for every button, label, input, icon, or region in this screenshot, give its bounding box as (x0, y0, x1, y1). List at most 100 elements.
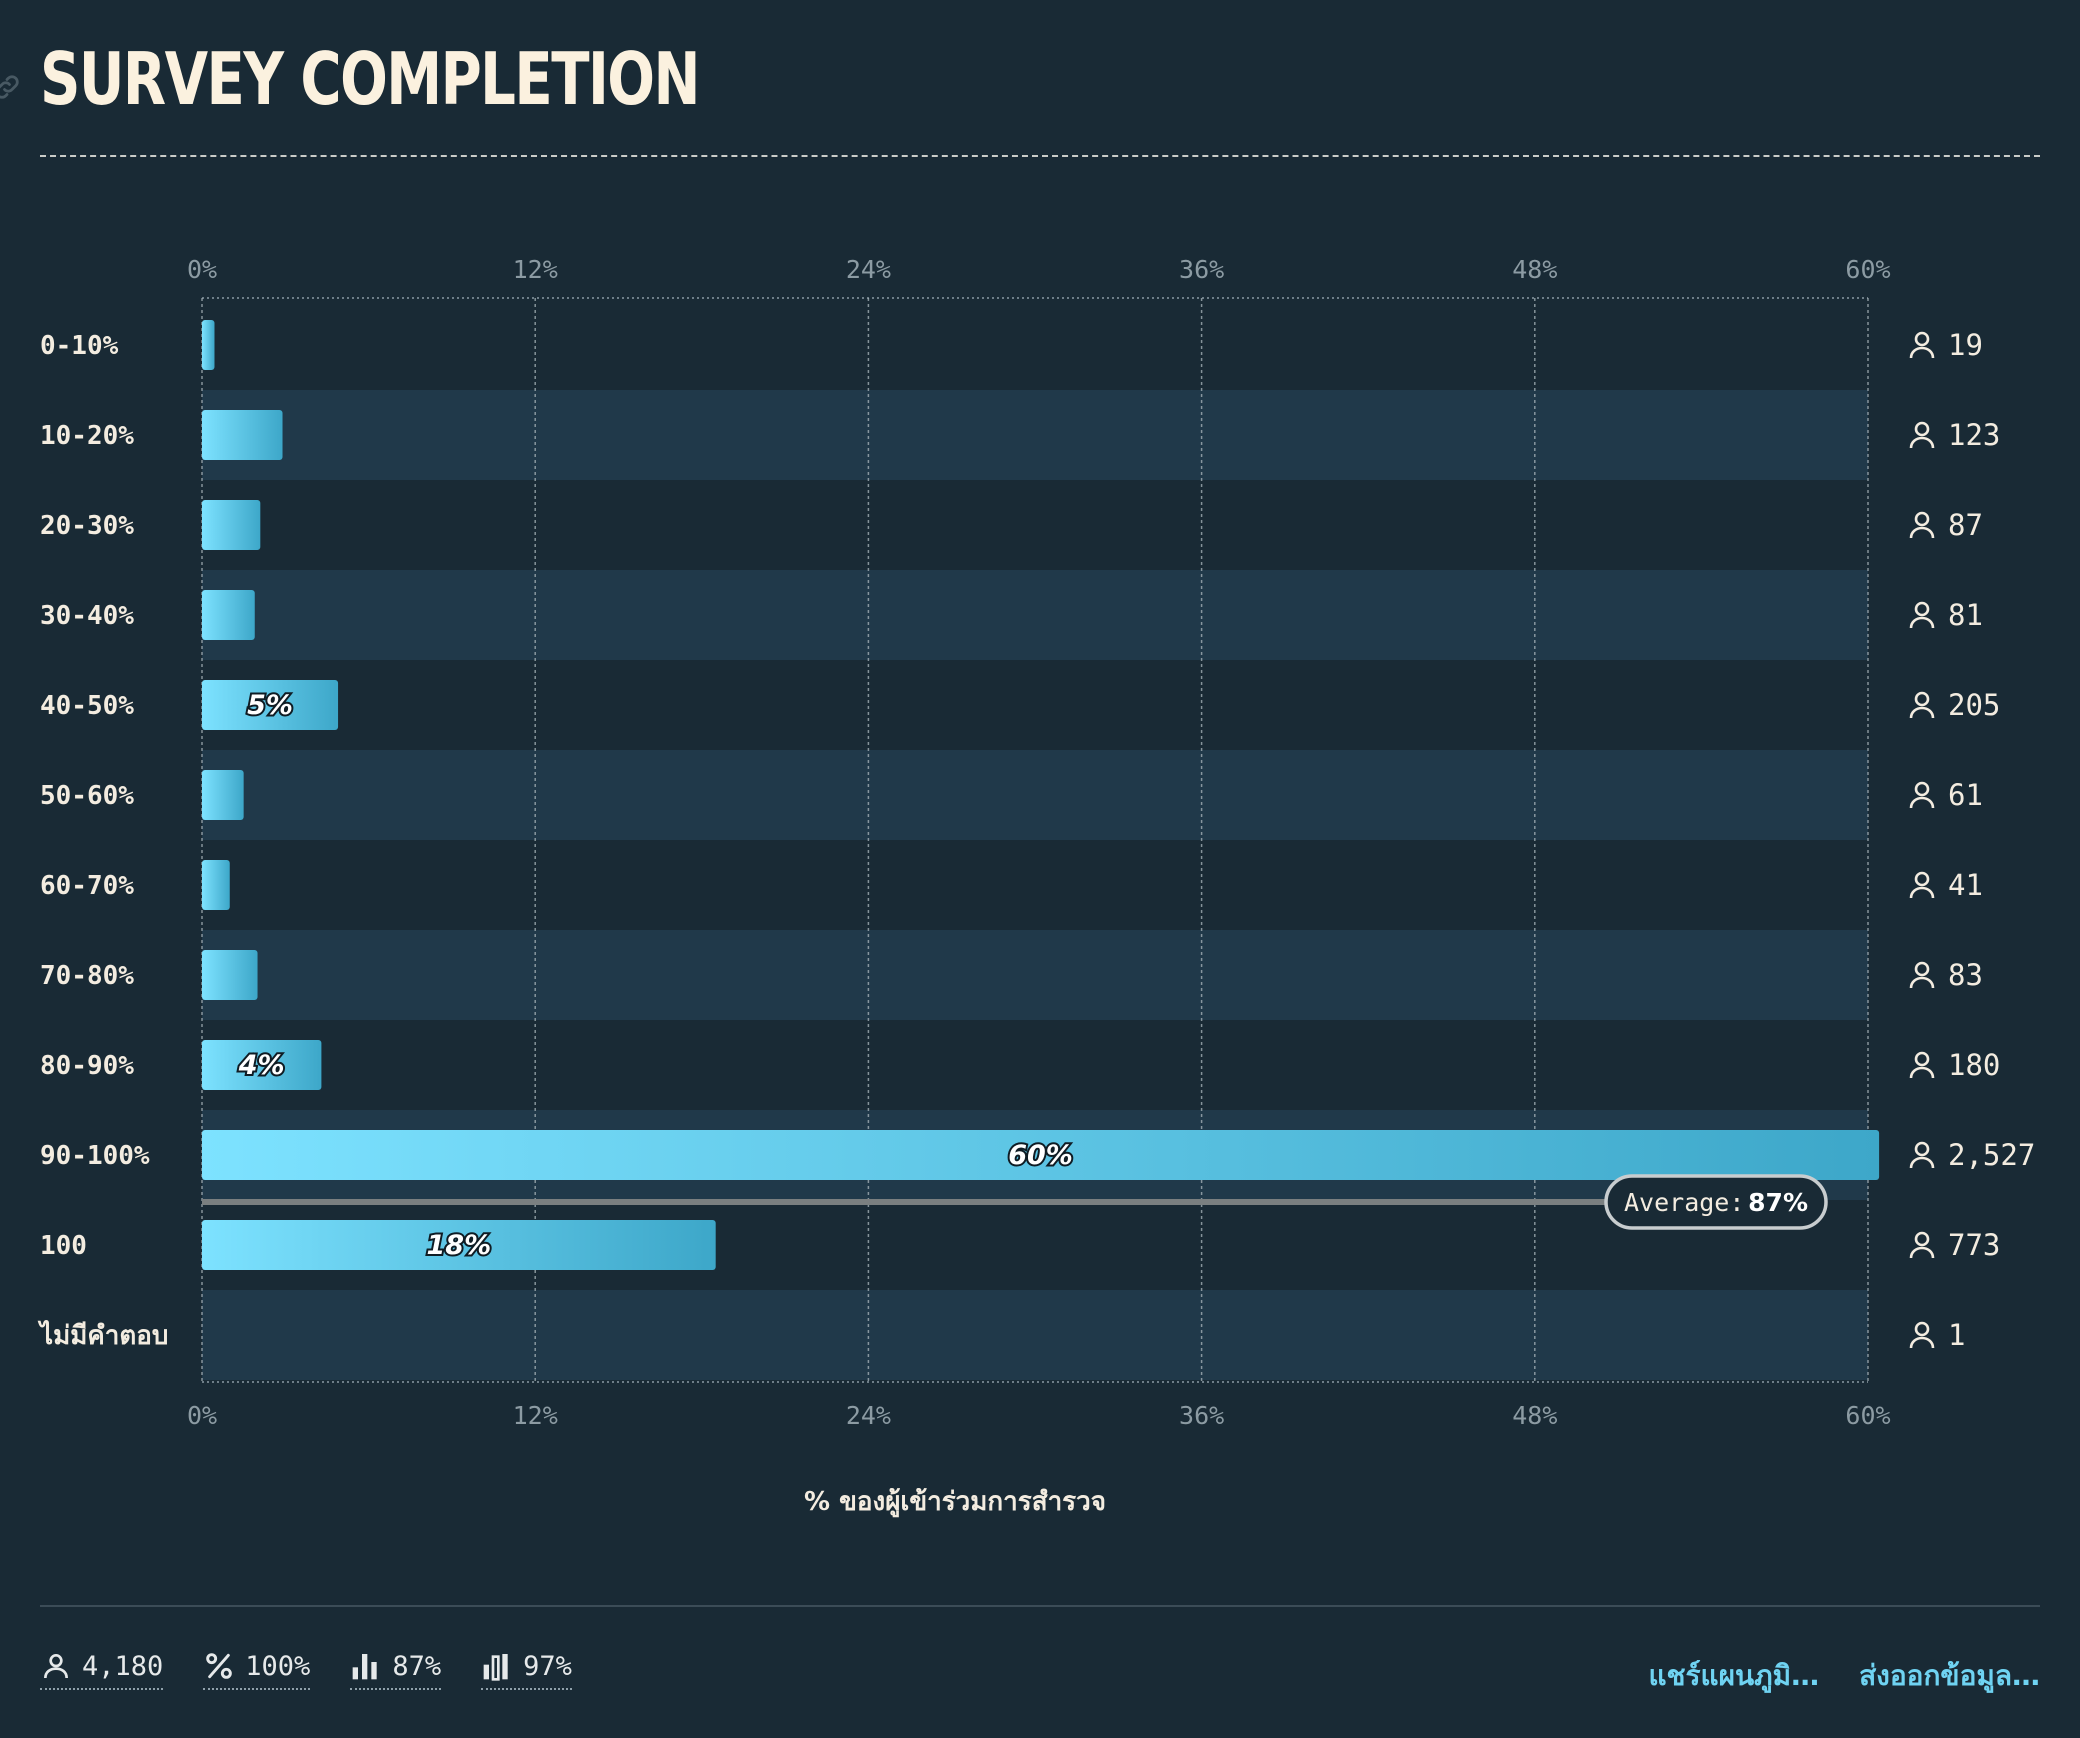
row-stripe (202, 1290, 1868, 1380)
share-chart-button[interactable]: แชร์แผนภูมิ… (1648, 1659, 1820, 1692)
stat-mode[interactable]: 97% (481, 1650, 572, 1690)
category-label: 20-30% (40, 511, 134, 541)
x-tick-label-bottom: 36% (1179, 1401, 1224, 1430)
category-label: 100 (40, 1231, 87, 1261)
respondent-count: 123 (1948, 418, 2000, 452)
respondent-count: 87 (1948, 508, 1983, 542)
x-tick-label-top: 36% (1179, 255, 1224, 284)
row-stripe (202, 390, 1868, 480)
person-icon (1909, 961, 1935, 989)
person-icon (1909, 871, 1935, 899)
person-icon-body (1909, 796, 1935, 809)
bar (202, 590, 255, 640)
respondent-count: 83 (1948, 958, 1983, 992)
respondent-count: 19 (1948, 328, 1983, 362)
category-label: 0-10% (40, 331, 119, 361)
x-tick-label-bottom: 60% (1845, 1401, 1890, 1430)
respondent-count: 61 (1948, 778, 1983, 812)
person-icon (1909, 1141, 1935, 1169)
row-stripe (202, 570, 1868, 660)
person-icon-body (1909, 706, 1935, 719)
respondent-count: 180 (1948, 1048, 2000, 1082)
percent-icon (206, 1653, 233, 1679)
person-icon-body (1909, 976, 1935, 989)
category-label: 80-90% (40, 1051, 134, 1081)
stat-response-rate-value: 100% (245, 1650, 311, 1682)
bar-value-label: 4% (238, 1050, 285, 1081)
x-tick-label-top: 48% (1512, 255, 1557, 284)
person-icon (1909, 511, 1935, 539)
person-icon-head (1914, 781, 1930, 797)
person-icon-head (1914, 331, 1930, 347)
person-icon-head (1914, 1231, 1930, 1247)
person-icon-body (1909, 616, 1935, 629)
stat-median[interactable]: 87% (350, 1650, 442, 1690)
footer-divider (40, 1605, 2040, 1607)
person-icon-head (1914, 511, 1930, 527)
person-icon-body (1909, 436, 1935, 449)
x-tick-label-top: 12% (513, 255, 558, 284)
respondent-count: 1 (1948, 1318, 1965, 1352)
x-tick-label-top: 60% (1845, 255, 1890, 284)
person-icon-head (1914, 1141, 1930, 1157)
average-value: 87% (1748, 1188, 1808, 1217)
respondent-count: 81 (1948, 598, 1983, 632)
x-tick-label-top: 24% (846, 255, 891, 284)
category-label: 60-70% (40, 871, 134, 901)
bar (202, 1130, 1880, 1180)
row-stripe (202, 750, 1868, 840)
average-badge (1604, 1174, 1828, 1230)
category-label: 70-80% (40, 961, 134, 991)
summary-stats: 4,180 100% 87% 97% (40, 1650, 572, 1690)
bar (202, 770, 244, 820)
person-icon-head (1914, 1051, 1930, 1067)
person-icon-body (1909, 886, 1935, 899)
completion-bar-chart: 0% 0% 12% 12% 24% 24% 36% 36% 48% 48% 60% 60% 0-10% 1… (37, 255, 2035, 1518)
person-icon-head (1914, 421, 1930, 437)
bar-value-label: 60% (1008, 1140, 1073, 1171)
bar (202, 680, 339, 730)
person-icon-body (1909, 346, 1935, 359)
person-icon (1909, 781, 1935, 809)
person-icon (1909, 691, 1935, 719)
page-title: SURVEY COMPLETION (40, 37, 700, 121)
person-icon (1909, 1051, 1935, 1079)
person-icon-body (1909, 1066, 1935, 1079)
bars-icon (483, 1654, 508, 1681)
stat-response-rate[interactable]: 100% (203, 1650, 311, 1690)
person-icon-head (1914, 1321, 1930, 1337)
bar (202, 500, 261, 550)
stat-median-value: 87% (392, 1650, 442, 1682)
title-divider (40, 155, 2040, 157)
x-tick-label-bottom: 12% (513, 1401, 558, 1430)
x-tick-label-bottom: 24% (846, 1401, 891, 1430)
average-label: Average: (1624, 1188, 1744, 1217)
bar (202, 410, 283, 460)
link-icon[interactable] (0, 72, 22, 102)
stat-mode-value: 97% (523, 1650, 572, 1682)
bar (202, 860, 230, 910)
x-tick-label-bottom: 0% (187, 1401, 217, 1430)
category-label: 40-50% (40, 691, 134, 721)
median-bars-icon (352, 1654, 377, 1680)
person-icon (44, 1654, 68, 1679)
bar (202, 950, 258, 1000)
person-icon-body (1909, 1246, 1935, 1259)
bar (202, 1220, 716, 1270)
stat-respondents[interactable]: 4,180 (40, 1650, 164, 1690)
export-data-button[interactable]: ส่งออกข้อมูล… (1859, 1659, 2040, 1692)
person-icon-head (1914, 961, 1930, 977)
respondent-count: 2,527 (1948, 1138, 2035, 1172)
x-tick-label-top: 0% (187, 255, 217, 284)
person-icon (1909, 601, 1935, 629)
x-axis-label: % ของผู้เข้าร่วมการสำรวจ (804, 1487, 1106, 1518)
category-label: 50-60% (40, 781, 134, 811)
category-label: 30-40% (40, 601, 134, 631)
person-icon (1909, 331, 1935, 359)
person-icon-head (1914, 691, 1930, 707)
x-tick-label-bottom: 48% (1512, 1401, 1557, 1430)
person-icon-body (1909, 526, 1935, 539)
row-stripe (202, 930, 1868, 1020)
person-icon-head (1914, 601, 1930, 617)
respondent-count: 41 (1948, 868, 1983, 902)
